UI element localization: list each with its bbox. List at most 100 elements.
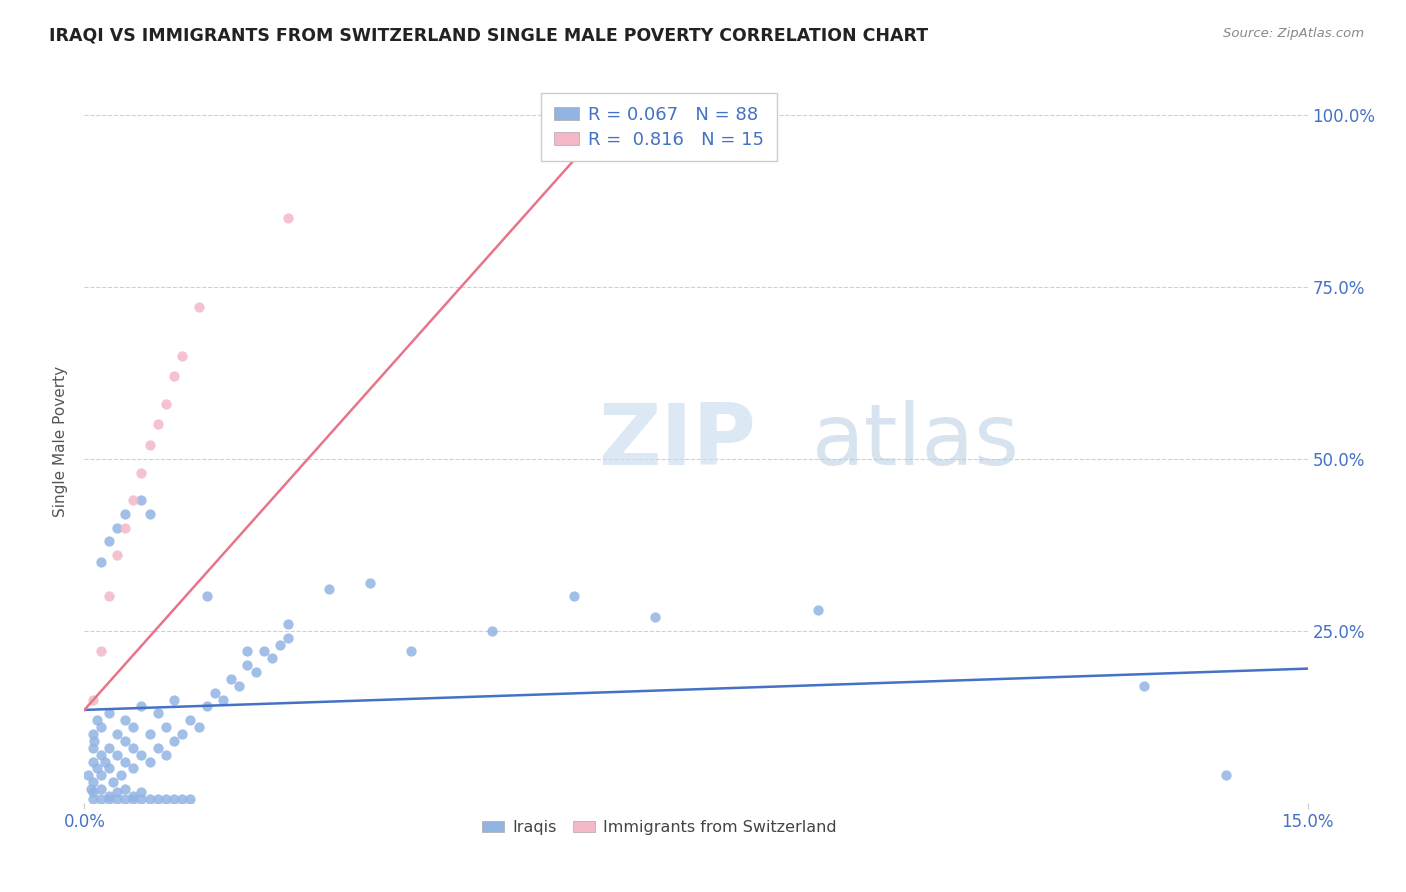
Point (212, 692, 235, 706)
Point (90, 555, 112, 569)
Point (82, 775, 104, 789)
Point (82, 740, 104, 755)
Point (245, 665, 267, 679)
Point (114, 713, 136, 727)
Point (138, 755, 160, 769)
Point (93, 755, 115, 769)
Point (83, 734, 105, 748)
Point (122, 720, 145, 734)
Point (97, 534, 120, 549)
Point (131, 466, 153, 480)
Point (131, 785, 153, 799)
Point (82, 727, 104, 741)
Point (110, 768, 132, 782)
Point (172, 349, 194, 363)
Text: atlas: atlas (813, 400, 1021, 483)
Point (644, 610, 666, 624)
Text: IRAQI VS IMMIGRANTS FROM SWITZERLAND SINGLE MALE POVERTY CORRELATION CHART: IRAQI VS IMMIGRANTS FROM SWITZERLAND SIN… (49, 27, 928, 45)
Point (219, 672, 242, 686)
Point (82, 785, 104, 799)
Point (1133, 679, 1156, 693)
Point (236, 658, 259, 673)
Point (277, 631, 299, 645)
Point (122, 493, 145, 508)
Point (131, 699, 153, 714)
Point (481, 624, 503, 638)
Point (146, 417, 169, 432)
Point (187, 720, 209, 734)
Point (146, 792, 169, 806)
Point (195, 590, 218, 604)
Point (163, 792, 186, 806)
Point (562, 590, 585, 604)
Point (155, 747, 177, 762)
Point (277, 616, 299, 631)
Point (97, 740, 120, 755)
Point (97, 706, 120, 721)
Point (318, 582, 340, 597)
Text: Source: ZipAtlas.com: Source: ZipAtlas.com (1223, 27, 1364, 40)
Text: ZIP: ZIP (598, 400, 756, 483)
Point (105, 727, 128, 741)
Point (179, 792, 201, 806)
Point (122, 740, 145, 755)
Point (399, 644, 422, 658)
Point (86, 761, 108, 775)
Point (138, 438, 160, 452)
Point (163, 734, 186, 748)
Point (105, 548, 128, 562)
Point (105, 792, 128, 806)
Point (1215, 768, 1237, 782)
Point (114, 734, 136, 748)
Point (114, 507, 136, 521)
Point (101, 775, 124, 789)
Point (163, 369, 186, 384)
Point (122, 761, 145, 775)
Point (204, 686, 226, 700)
Point (146, 740, 169, 755)
Point (97, 590, 120, 604)
Point (97, 792, 120, 806)
Point (195, 699, 218, 714)
Point (253, 644, 276, 658)
Point (77, 768, 100, 782)
Point (359, 575, 381, 590)
Point (114, 782, 136, 797)
Point (146, 706, 169, 721)
Point (82, 755, 104, 769)
Point (90, 792, 112, 806)
Point (90, 782, 112, 797)
Point (187, 301, 209, 315)
Point (155, 792, 177, 806)
Point (114, 755, 136, 769)
Point (131, 792, 153, 806)
Point (97, 761, 120, 775)
Point (122, 789, 145, 803)
Point (105, 747, 128, 762)
Point (138, 727, 160, 741)
Point (86, 713, 108, 727)
Point (90, 644, 112, 658)
Point (82, 792, 104, 806)
Point (97, 789, 120, 803)
Point (90, 768, 112, 782)
Point (172, 792, 194, 806)
Point (163, 692, 186, 706)
Point (131, 747, 153, 762)
Legend: Iraqis, Immigrants from Switzerland: Iraqis, Immigrants from Switzerland (475, 814, 844, 842)
Point (562, 108, 585, 122)
Y-axis label: Single Male Poverty: Single Male Poverty (53, 366, 69, 517)
Point (260, 651, 283, 665)
Point (277, 211, 299, 225)
Point (90, 747, 112, 762)
Point (172, 727, 194, 741)
Point (807, 603, 830, 617)
Point (80, 782, 103, 797)
Point (138, 792, 160, 806)
Point (155, 720, 177, 734)
Point (236, 644, 259, 658)
Point (155, 397, 177, 411)
Point (105, 785, 128, 799)
Point (90, 720, 112, 734)
Point (105, 520, 128, 534)
